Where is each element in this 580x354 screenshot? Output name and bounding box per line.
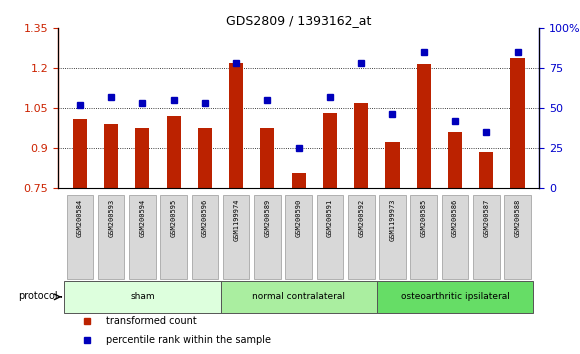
FancyBboxPatch shape xyxy=(129,195,155,279)
Text: osteoarthritic ipsilateral: osteoarthritic ipsilateral xyxy=(401,292,509,301)
Text: GSM200590: GSM200590 xyxy=(296,199,302,237)
Text: sham: sham xyxy=(130,292,155,301)
FancyBboxPatch shape xyxy=(411,195,437,279)
FancyBboxPatch shape xyxy=(285,195,312,279)
Text: percentile rank within the sample: percentile rank within the sample xyxy=(106,335,271,345)
FancyBboxPatch shape xyxy=(220,281,377,313)
Text: GSM200586: GSM200586 xyxy=(452,199,458,237)
Bar xyxy=(448,132,462,188)
FancyBboxPatch shape xyxy=(377,281,533,313)
FancyBboxPatch shape xyxy=(379,195,406,279)
Bar xyxy=(229,63,243,188)
Text: GSM200589: GSM200589 xyxy=(264,199,270,237)
Text: normal contralateral: normal contralateral xyxy=(252,292,345,301)
Bar xyxy=(135,128,150,188)
Bar xyxy=(166,116,181,188)
FancyBboxPatch shape xyxy=(442,195,468,279)
Text: GSM200596: GSM200596 xyxy=(202,199,208,237)
Text: GSM200595: GSM200595 xyxy=(171,199,177,237)
Bar xyxy=(260,128,274,188)
Text: GSM1199974: GSM1199974 xyxy=(233,199,239,241)
Text: GSM200592: GSM200592 xyxy=(358,199,364,237)
FancyBboxPatch shape xyxy=(161,195,187,279)
FancyBboxPatch shape xyxy=(317,195,343,279)
FancyBboxPatch shape xyxy=(223,195,249,279)
Text: GSM200591: GSM200591 xyxy=(327,199,333,237)
FancyBboxPatch shape xyxy=(98,195,125,279)
FancyBboxPatch shape xyxy=(191,195,218,279)
Bar xyxy=(354,103,368,188)
Bar xyxy=(479,152,494,188)
Text: transformed count: transformed count xyxy=(106,316,197,326)
Bar xyxy=(292,173,306,188)
Bar xyxy=(323,113,337,188)
Bar xyxy=(104,124,118,188)
Bar xyxy=(386,142,400,188)
FancyBboxPatch shape xyxy=(64,281,220,313)
Bar xyxy=(416,64,431,188)
FancyBboxPatch shape xyxy=(254,195,281,279)
FancyBboxPatch shape xyxy=(504,195,531,279)
Text: protocol: protocol xyxy=(19,291,58,301)
Title: GDS2809 / 1393162_at: GDS2809 / 1393162_at xyxy=(226,14,371,27)
Bar xyxy=(198,128,212,188)
Text: GSM200588: GSM200588 xyxy=(514,199,520,237)
Bar xyxy=(510,57,524,188)
Text: GSM200585: GSM200585 xyxy=(420,199,427,237)
Text: GSM1199973: GSM1199973 xyxy=(390,199,396,241)
FancyBboxPatch shape xyxy=(348,195,375,279)
Text: GSM200594: GSM200594 xyxy=(139,199,146,237)
Bar xyxy=(73,119,87,188)
Text: GSM200584: GSM200584 xyxy=(77,199,83,237)
FancyBboxPatch shape xyxy=(67,195,93,279)
Text: GSM200587: GSM200587 xyxy=(483,199,490,237)
Text: GSM200593: GSM200593 xyxy=(108,199,114,237)
FancyBboxPatch shape xyxy=(473,195,499,279)
